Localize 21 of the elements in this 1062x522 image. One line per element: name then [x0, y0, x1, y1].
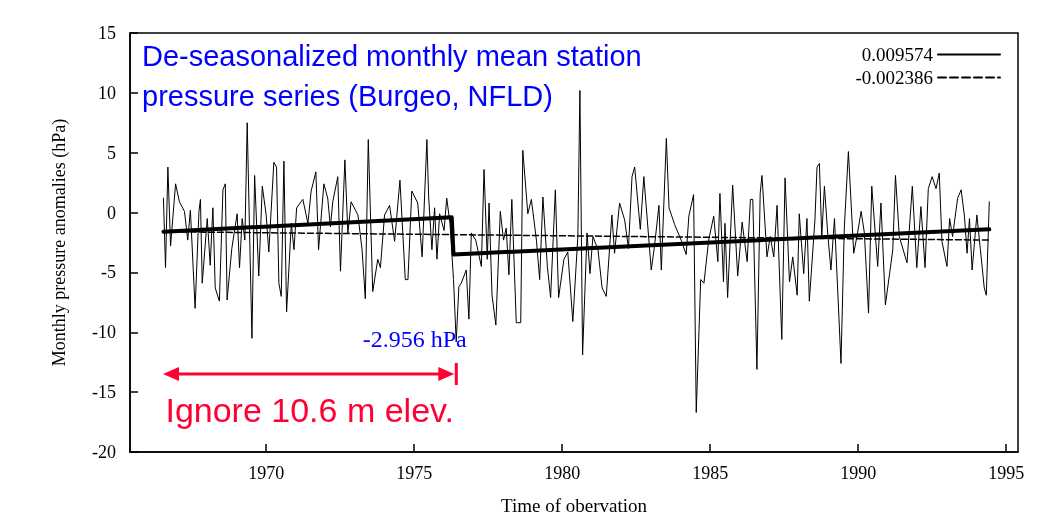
legend-label: -0.002386	[855, 67, 933, 88]
annotation: -2.956 hPa	[362, 326, 468, 352]
y-tick-label: 5	[107, 142, 116, 163]
annotation: Ignore 10.6 m elev.	[165, 391, 454, 429]
y-tick-label: -10	[92, 322, 116, 343]
x-tick-label: 1990	[840, 463, 877, 483]
y-tick-label: 10	[98, 82, 116, 103]
y-tick-label: -15	[92, 382, 116, 403]
x-tick-label: 1995	[988, 463, 1025, 483]
y-axis-title: Monthly pressure anomalies (hPa)	[49, 118, 70, 367]
x-tick-label: 1975	[396, 463, 433, 483]
y-tick-label: 0	[107, 202, 116, 223]
y-tick-label: -5	[101, 262, 116, 283]
x-tick-label: 1970	[248, 463, 285, 483]
x-axis-title: Time of obervation	[500, 495, 648, 516]
legend-label: 0.009574	[861, 44, 934, 65]
x-tick-label: 1980	[544, 463, 581, 483]
y-tick-label: 15	[98, 23, 116, 43]
x-tick-label: 1985	[692, 463, 729, 483]
y-tick-label: -20	[92, 442, 116, 462]
text: De-seasonalized monthly mean station pressure series (Burgeo, NFLD)	[142, 40, 650, 112]
